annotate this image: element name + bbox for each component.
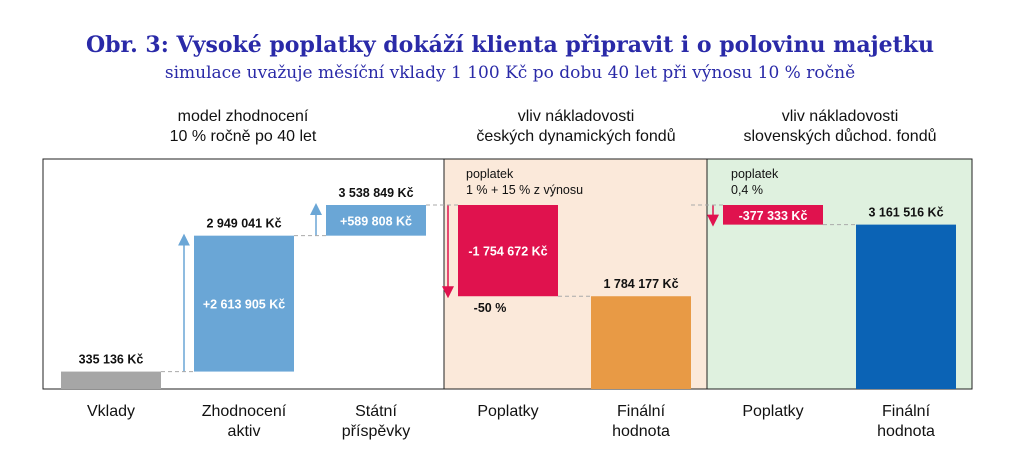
note-poplatky_cz-0: poplatek [466, 167, 514, 181]
chart-subtitle: simulace uvažuje měsíční vklady 1 100 Kč… [165, 63, 855, 83]
value-label-statni: 3 538 849 Kč [338, 186, 413, 200]
chart-marks: 335 136 Kč Vklady 2 949 041 Kč +2 613 905 K… [61, 167, 956, 440]
section-label-model-line2: 10 % ročně po 40 let [170, 128, 317, 145]
bar-statni [326, 205, 426, 236]
category-label-poplatky_cz-0: Poplatky [477, 403, 538, 420]
below-label-poplatky_cz: -50 % [474, 301, 507, 315]
value-label-final_cz: 1 784 177 Kč [603, 277, 678, 291]
category-label-final_sk-0: Finální [882, 403, 931, 420]
value-label-poplatky_cz: -1 754 672 Kč [468, 245, 547, 259]
value-label-final_sk: 3 161 516 Kč [868, 206, 943, 220]
note-poplatky_cz-1: 1 % + 15 % z výnosu [466, 183, 583, 197]
inner-label-statni: +589 808 Kč [340, 214, 412, 228]
category-label-statni-0: Státní [355, 403, 397, 420]
category-label-statni-1: příspěvky [342, 423, 410, 440]
section-label-cz-line1: vliv nákladovosti [518, 108, 635, 125]
value-label-vklady: 335 136 Kč [79, 353, 144, 367]
bar-vklady [61, 371, 161, 389]
category-label-final_cz-0: Finální [617, 403, 666, 420]
bar-final_sk [856, 224, 956, 389]
category-label-vklady-0: Vklady [87, 403, 135, 420]
section-label-sk-line1: vliv nákladovosti [782, 108, 899, 125]
chart-title: Obr. 3: Vysoké poplatky dokáží klienta p… [86, 32, 934, 58]
value-label-poplatky_sk: -377 333 Kč [739, 209, 808, 223]
bar-final_cz [591, 296, 691, 389]
section-label-cz-line2: českých dynamických fondů [476, 127, 675, 145]
category-label-final_sk-1: hodnota [877, 423, 935, 440]
inner-label-zhodnoceni: +2 613 905 Kč [203, 298, 285, 312]
category-label-final_cz-1: hodnota [612, 423, 670, 440]
bar-poplatky_cz [458, 205, 558, 297]
section-label-model-line1: model zhodnocení [178, 108, 309, 125]
note-poplatky_sk-1: 0,4 % [731, 183, 763, 197]
category-label-zhodnoceni-1: aktiv [228, 423, 261, 440]
value-label-zhodnoceni: 2 949 041 Kč [206, 217, 281, 231]
category-label-poplatky_sk-0: Poplatky [742, 403, 803, 420]
category-label-zhodnoceni-0: Zhodnocení [202, 403, 287, 420]
bar-poplatky_sk [723, 205, 823, 225]
note-poplatky_sk-0: poplatek [731, 167, 779, 181]
section-label-sk-line2: slovenských důchod. fondů [743, 127, 936, 145]
bar-zhodnoceni [194, 235, 294, 372]
